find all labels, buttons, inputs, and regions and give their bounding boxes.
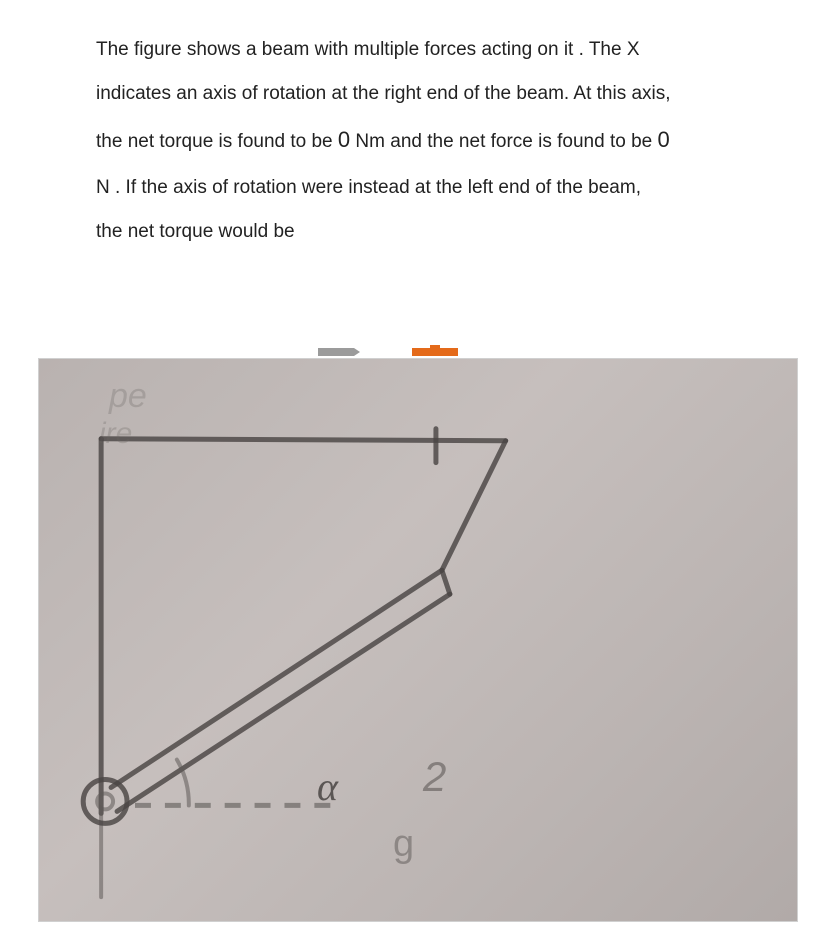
stray-letter-below: g — [393, 823, 414, 866]
stray-number-right: 2 — [423, 753, 446, 801]
angle-alpha-label: α — [317, 763, 338, 810]
q-line3b: Nm and the net force is found to be — [350, 131, 657, 152]
beam-sketch — [39, 359, 797, 921]
tab-orange-icon — [412, 348, 458, 356]
force-value: 0 — [658, 127, 670, 152]
sketch-svg — [39, 359, 797, 921]
q-line3a: the net torque is found to be — [96, 131, 338, 152]
paper-ghost-text-1: pe — [109, 377, 147, 416]
torque-value: 0 — [338, 127, 350, 152]
tab-marks — [318, 346, 478, 358]
figure-frame: pe ire α 2 g — [38, 358, 798, 922]
question-text: The figure shows a beam with multiple fo… — [96, 28, 760, 253]
q-line2: indicates an axis of rotation at the rig… — [96, 83, 671, 104]
tab-gray-icon — [318, 348, 354, 356]
page-root: The figure shows a beam with multiple fo… — [0, 0, 836, 951]
q-line1: The figure shows a beam with multiple fo… — [96, 39, 640, 60]
q-line5: the net torque would be — [96, 221, 295, 242]
q-line4: N . If the axis of rotation were instead… — [96, 177, 641, 198]
paper-ghost-text-2: ire — [99, 417, 132, 451]
